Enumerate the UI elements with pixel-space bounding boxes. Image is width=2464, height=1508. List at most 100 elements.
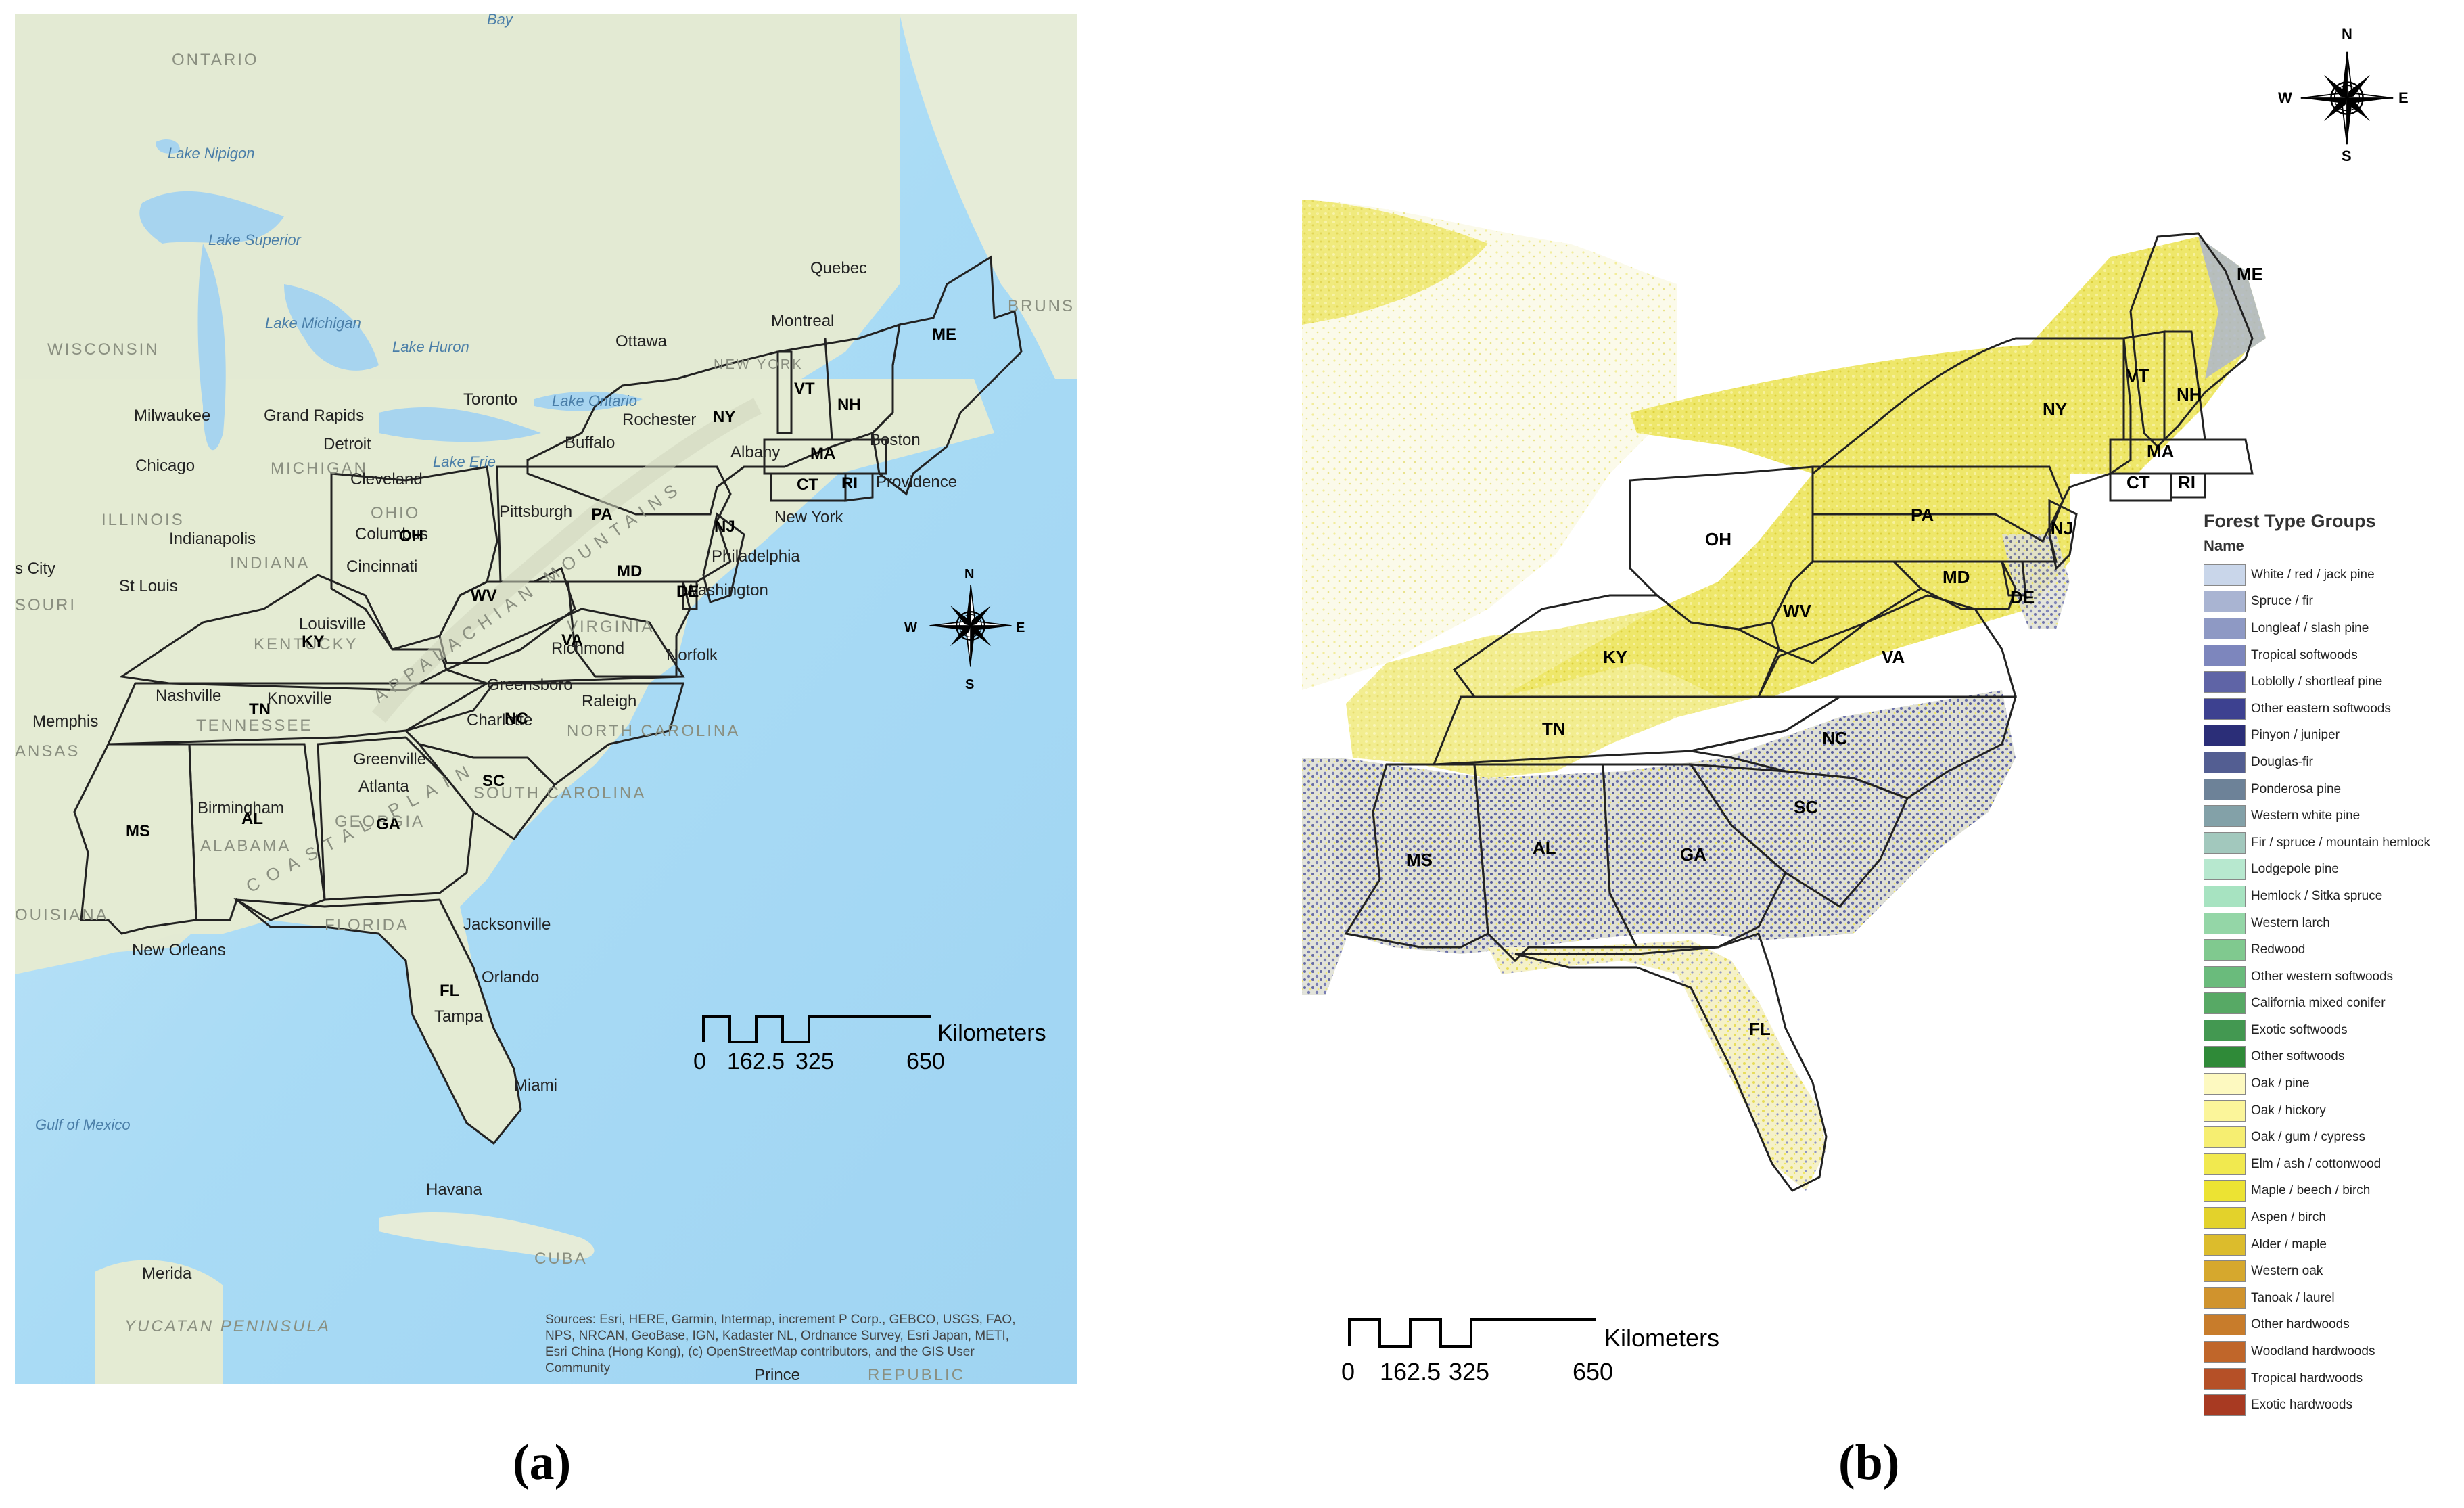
city-label: Prince — [754, 1366, 800, 1384]
legend-subtitle: Name — [2204, 537, 2244, 554]
state-label: NH — [2177, 384, 2202, 405]
scale-tick-label: 325 — [795, 1049, 834, 1074]
legend-swatch — [2204, 1314, 2246, 1336]
compass-south-label: S — [2342, 147, 2352, 164]
compass-north-label: N — [2342, 26, 2352, 43]
water-label: Lake Huron — [392, 338, 469, 355]
outline-vt-line — [776, 350, 793, 434]
legend-title: Forest Type Groups — [2204, 511, 2376, 531]
city-label: Atlanta — [358, 777, 409, 796]
panel-a-water-labels: Bay Lake Nipigon Lake Superior Lake Mich… — [35, 11, 637, 1133]
state-label: FL — [440, 982, 459, 1000]
state-label: TN — [249, 700, 271, 718]
legend-item: Oak / pine — [2204, 1070, 2464, 1097]
city-label: Buffalo — [565, 434, 615, 452]
legend-swatch — [2204, 1099, 2246, 1122]
legend-item: Woodland hardwoods — [2204, 1338, 2464, 1365]
forest-area-ky-tn — [1346, 609, 1759, 778]
region-label: SOUTH CAROLINA — [473, 784, 646, 802]
legend-swatch — [2204, 1367, 2246, 1390]
state-label: MA — [810, 444, 835, 463]
outline-ms — [1344, 763, 1489, 949]
legend: Forest Type Groups Name White / red / ja… — [2204, 511, 2464, 1419]
region-label: CUBA — [534, 1250, 588, 1268]
legend-label: Woodland hardwoods — [2251, 1344, 2375, 1359]
city-label: Ottawa — [615, 332, 668, 350]
legend-label: Pinyon / juniper — [2251, 728, 2340, 743]
state-label: SC — [482, 772, 505, 790]
legend-item: Exotic hardwoods — [2204, 1392, 2464, 1419]
legend-item: Western larch — [2204, 910, 2464, 937]
caption-b-text: (b) — [1838, 1435, 1900, 1490]
outline-fl — [233, 898, 522, 1145]
state-label: ME — [2237, 264, 2263, 284]
land-eastern-us — [15, 379, 994, 1143]
outline-new-york — [1811, 337, 2132, 543]
city-label: Providence — [876, 473, 957, 491]
attribution-line: Sources: Esri, HERE, Garmin, Intermap, i… — [545, 1312, 1015, 1327]
scale-tick-label: 650 — [906, 1049, 945, 1074]
legend-label: Tropical hardwoods — [2251, 1371, 2363, 1386]
state-label: GA — [376, 815, 400, 833]
legend-label: Ponderosa pine — [2251, 781, 2342, 796]
forest-area-pale-north — [1302, 200, 1677, 690]
legend-item: Western white pine — [2204, 802, 2464, 829]
state-label: OH — [399, 527, 423, 545]
lake-huron — [284, 284, 379, 371]
outline-md — [567, 580, 691, 678]
outline-fl — [1514, 932, 1828, 1192]
outline-tn — [106, 682, 496, 746]
attribution-line: NPS, NRCAN, GeoBase, IGN, Kadaster NL, O… — [545, 1329, 1009, 1343]
city-label: Louisville — [299, 615, 366, 633]
outline-maine — [871, 255, 1023, 496]
state-label: SC — [1794, 797, 1818, 817]
city-label: Cleveland — [350, 470, 423, 488]
region-label: ILLINOIS — [101, 511, 185, 529]
state-label: DE — [2010, 587, 2035, 608]
legend-label: Other hardwoods — [2251, 1317, 2350, 1332]
legend-item: Tanoak / laurel — [2204, 1285, 2464, 1312]
legend-label: Western white pine — [2251, 808, 2361, 823]
land-northeast-canada — [15, 14, 1077, 379]
city-label: Grand Rapids — [264, 407, 364, 425]
city-label: Greenville — [353, 750, 426, 769]
legend-swatch — [2204, 1341, 2246, 1363]
caption-b: (b) — [1838, 1434, 1899, 1492]
region-label: TENNESSEE — [196, 716, 312, 735]
legend-swatch — [2204, 778, 2246, 800]
legend-swatch — [2204, 1153, 2246, 1175]
compass-letters-a: N S E W — [904, 567, 1025, 692]
water-label: Lake Michigan — [265, 315, 361, 332]
legend-swatch — [2204, 564, 2246, 586]
scale-tick-label: 0 — [1341, 1358, 1355, 1386]
legend-swatch — [2204, 805, 2246, 827]
outline-va — [443, 608, 685, 685]
city-label: Tampa — [434, 1007, 484, 1026]
city-label: Jacksonville — [463, 915, 551, 934]
outline-wv — [438, 566, 576, 664]
scale-bar-unit: Kilometers — [937, 1020, 1046, 1046]
legend-swatch — [2204, 1207, 2246, 1229]
legend-item: Lodgepole pine — [2204, 856, 2464, 884]
city-label: New Orleans — [132, 941, 226, 959]
state-label: VA — [1882, 647, 1905, 667]
outline-ct — [2109, 472, 2172, 502]
region-label: YUCATAN PENINSULA — [124, 1317, 331, 1335]
legend-swatch — [2204, 1260, 2246, 1283]
legend-swatch — [2204, 1394, 2246, 1417]
legend-label: Exotic softwoods — [2251, 1022, 2348, 1037]
attribution: Sources: Esri, HERE, Garmin, Intermap, i… — [545, 1312, 1015, 1375]
compass-west-label: W — [904, 620, 917, 635]
legend-swatch — [2204, 859, 2246, 881]
compass-west-label: W — [2278, 89, 2292, 106]
outline-nj — [2048, 499, 2078, 571]
scale-bar-a: Kilometers 0 162.5 325 650 — [693, 1015, 1046, 1074]
lake-nipigon — [156, 139, 180, 154]
state-label: NH — [837, 396, 861, 414]
legend-label: Lodgepole pine — [2251, 862, 2339, 877]
legend-swatch — [2204, 725, 2246, 747]
city-label: Philadelphia — [712, 547, 800, 566]
forest-area-west-edge — [1302, 758, 1346, 995]
city-label: Quebec — [810, 259, 867, 277]
legend-item: Spruce / fir — [2204, 589, 2464, 616]
